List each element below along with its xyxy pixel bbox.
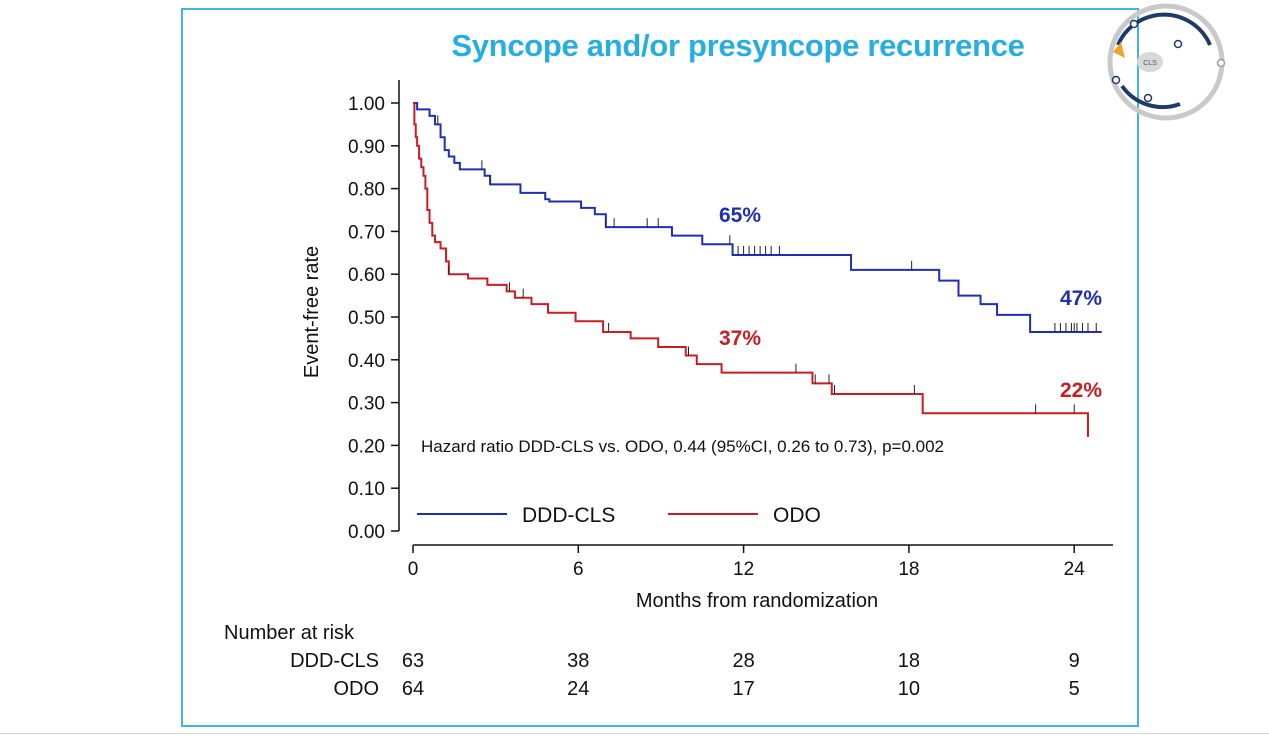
hazard-ratio-annotation: Hazard ratio DDD-CLS vs. ODO, 0.44 (95%C… (421, 437, 944, 456)
y-tick-label: 0.60 (348, 265, 385, 286)
x-axis-title: Months from randomization (636, 590, 878, 612)
risk-value: 5 (1069, 678, 1080, 700)
y-tick-label: 0.20 (348, 436, 385, 457)
risk-values: 63 38 28 18 9 64 24 17 10 5 (402, 650, 1080, 700)
risk-value: 24 (567, 678, 589, 700)
risk-row-label-odo: ODO (333, 678, 379, 700)
risk-value: 64 (402, 678, 424, 700)
y-tick-label: 0.70 (348, 222, 385, 243)
y-tick-label: 1.00 (348, 94, 385, 115)
risk-value: 38 (567, 650, 589, 672)
y-tick-label: 0.80 (348, 180, 385, 201)
risk-value: 63 (402, 650, 424, 672)
legend-label-odo: ODO (773, 504, 821, 527)
y-tick-label: 0.10 (348, 479, 385, 500)
odo-end-label: 22% (1060, 379, 1102, 402)
series-layer (413, 102, 1102, 437)
logo-label: CLS (1143, 60, 1157, 67)
x-tick-label: 18 (898, 559, 919, 580)
risk-row-label-ddd-cls: DDD-CLS (290, 650, 379, 672)
y-tick-label: 0.40 (348, 351, 385, 372)
risk-value: 10 (898, 678, 920, 700)
risk-value: 17 (732, 678, 754, 700)
x-tick-label: 12 (733, 559, 754, 580)
series-line-odo (413, 102, 1089, 437)
y-tick-label: 0.30 (348, 394, 385, 415)
cls-logo-icon: CLS (1107, 3, 1226, 121)
legend-label-ddd-cls: DDD-CLS (522, 504, 615, 527)
risk-value: 18 (898, 650, 920, 672)
slide-title: Syncope and/or presyncope recurrence (451, 28, 1025, 63)
ddd-cls-end-label: 47% (1060, 287, 1102, 310)
x-tick-label: 6 (573, 559, 584, 580)
y-tick-label: 0.90 (348, 137, 385, 158)
series-line-ddd-cls (413, 102, 1102, 333)
slide-frame (181, 8, 1139, 727)
risk-value: 9 (1069, 650, 1080, 672)
x-tick-label: 0 (408, 559, 419, 580)
odo-12m-label: 37% (719, 327, 761, 350)
ddd-cls-12m-label: 65% (719, 204, 761, 227)
y-tick-label: 0.00 (348, 522, 385, 543)
x-tick-label: 24 (1064, 559, 1086, 580)
risk-table-title: Number at risk (224, 622, 355, 644)
risk-value: 28 (732, 650, 754, 672)
y-tick-label: 0.50 (348, 308, 385, 329)
bottom-rule (0, 733, 1269, 734)
axes: 0.00 0.10 0.20 0.30 0.40 0.50 0.60 0.70 0.80 0.90… (348, 80, 1113, 580)
y-axis-title: Event-free rate (301, 246, 323, 378)
